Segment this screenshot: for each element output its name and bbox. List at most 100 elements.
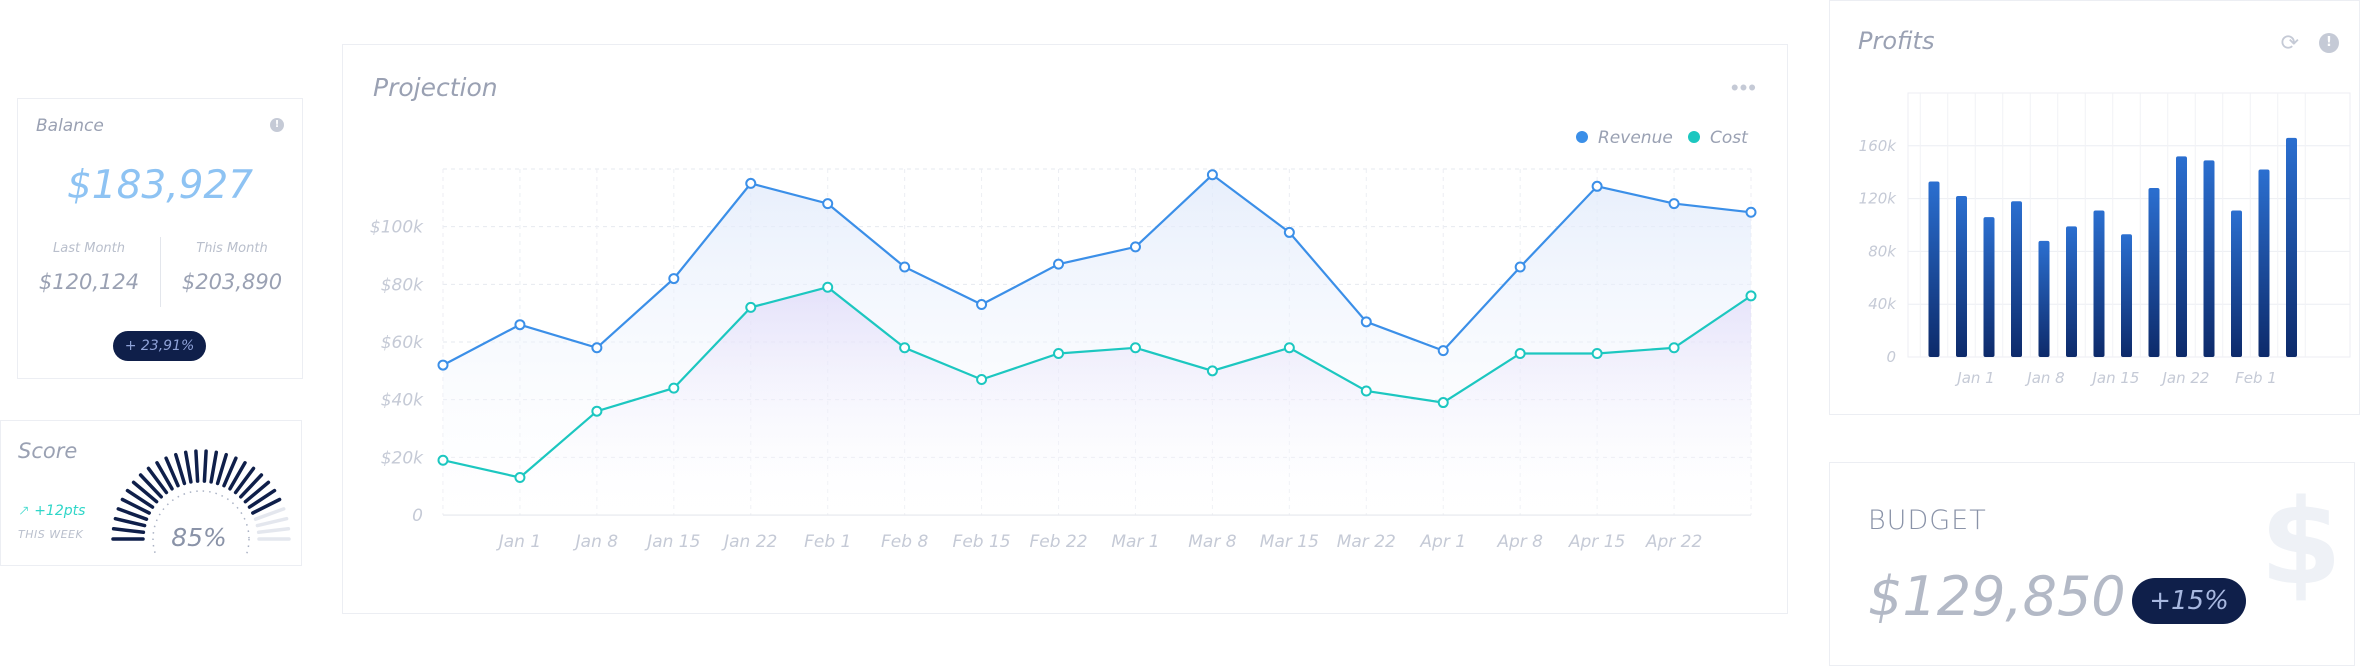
- legend-revenue-marker: [1576, 131, 1588, 143]
- y-tick-label: $60k: [381, 333, 424, 353]
- cost-point: [976, 373, 988, 385]
- gauge-tick: [155, 461, 174, 491]
- cost-point: [437, 454, 449, 466]
- balance-change-badge: + 23,91%: [113, 331, 206, 361]
- gauge-tick: [209, 450, 219, 484]
- refresh-icon[interactable]: ⟳: [2280, 31, 2299, 56]
- profit-bar: [2093, 210, 2105, 357]
- x-tick-label: Apr 1: [1419, 532, 1466, 552]
- score-period: THIS WEEK: [18, 528, 84, 541]
- profits-title: Profits: [1858, 27, 1935, 55]
- this-month-value: $203,890: [181, 270, 283, 294]
- cost-line: [442, 285, 1752, 479]
- gauge-tick: [164, 456, 180, 488]
- profit-bar: [2148, 188, 2160, 357]
- gauge-tick: [111, 527, 146, 535]
- budget-title: BUDGET: [1868, 505, 1987, 536]
- cost-point: [822, 281, 834, 293]
- score-card: Score ↗ +12pts THIS WEEK 85%: [0, 420, 302, 566]
- revenue-point: [1745, 206, 1757, 218]
- revenue-point: [976, 299, 988, 311]
- x-tick-label: Feb 1: [2235, 369, 2277, 387]
- cost-point: [1053, 348, 1065, 360]
- revenue-point: [1206, 169, 1218, 181]
- profit-bar: [2286, 137, 2297, 357]
- this-month-stat: This Month $203,890: [161, 241, 303, 294]
- x-tick-label: Feb 22: [1029, 532, 1087, 552]
- gauge-tick: [233, 466, 256, 495]
- x-tick-label: Mar 15: [1260, 532, 1319, 552]
- gauge-tick: [253, 507, 286, 521]
- gauge-tick: [222, 456, 238, 488]
- info-icon[interactable]: !: [270, 118, 284, 132]
- cost-point: [1283, 342, 1295, 354]
- projection-title: Projection: [373, 73, 498, 102]
- x-tick-label: Apr 22: [1645, 532, 1702, 552]
- gauge-tick: [138, 473, 163, 499]
- score-points: ↗ +12pts: [18, 503, 85, 519]
- gauge-tick: [146, 466, 169, 495]
- legend-revenue-label: Revenue: [1598, 128, 1673, 148]
- profit-bar: [2038, 240, 2050, 357]
- gauge-tick: [125, 488, 155, 509]
- gauge-tick: [131, 480, 159, 504]
- y-tick-label: $40k: [381, 391, 424, 411]
- score-gauge: 85%: [111, 449, 291, 557]
- gauge-tick: [255, 516, 289, 528]
- last-month-stat: Last Month $120,124: [18, 241, 160, 294]
- revenue-point: [899, 261, 911, 273]
- revenue-point: [1668, 198, 1680, 210]
- cost-point: [514, 472, 526, 484]
- x-tick-label: Feb 1: [804, 532, 851, 552]
- gauge-tick: [243, 480, 271, 504]
- cost-point: [1129, 342, 1141, 354]
- gauge-tick: [247, 488, 277, 509]
- revenue-point: [1360, 316, 1372, 328]
- profit-bar: [1983, 217, 1995, 357]
- cost-point: [1360, 385, 1372, 397]
- profit-bar: [2121, 234, 2132, 357]
- gauge-tick: [183, 450, 193, 484]
- gauge-inner-ring: [152, 490, 250, 557]
- revenue-point: [822, 198, 834, 210]
- x-tick-label: Jan 15: [2090, 369, 2140, 387]
- x-tick-label: Feb 15: [953, 532, 1011, 552]
- score-title: Score: [18, 439, 78, 463]
- gauge-tick: [251, 497, 282, 515]
- revenue-point: [1053, 258, 1065, 270]
- stat-divider: [160, 237, 161, 307]
- score-value: 85%: [171, 523, 227, 552]
- cost-point: [1514, 348, 1526, 360]
- x-tick-label: Mar 8: [1188, 532, 1236, 552]
- gauge-tick: [256, 527, 291, 535]
- y-tick-label: $80k: [381, 275, 424, 295]
- profits-card: Profits ⟳ ! 0 40k 80k 120k 160k Jan 1 Jan 8 Ja…: [1829, 0, 2360, 415]
- y-tick-label: $100k: [370, 218, 424, 238]
- balance-amount: $183,927: [66, 163, 254, 208]
- revenue-point: [591, 342, 603, 354]
- revenue-point: [745, 177, 757, 189]
- balance-card: Balance ! $183,927 Last Month $120,124 T…: [17, 98, 303, 379]
- last-month-value: $120,124: [38, 270, 140, 294]
- info-icon[interactable]: !: [2319, 33, 2339, 53]
- dollar-icon: $: [2259, 473, 2342, 611]
- x-tick-label: Jan 15: [644, 532, 700, 552]
- x-tick-label: Apr 8: [1496, 532, 1543, 552]
- profit-bar: [2258, 169, 2270, 357]
- x-tick-label: Jan 1: [1954, 369, 1994, 387]
- profit-bar: [2011, 201, 2022, 357]
- x-tick-label: Jan 8: [573, 532, 619, 552]
- gauge-tick: [116, 507, 149, 521]
- x-tick-label: Feb 8: [881, 532, 928, 552]
- balance-title: Balance: [36, 116, 104, 136]
- budget-card: $ BUDGET $129,850 +15%: [1829, 462, 2355, 666]
- revenue-point: [668, 273, 680, 285]
- cost-point: [745, 301, 757, 313]
- score-points-label: +12pts: [34, 503, 86, 519]
- gauge-tick: [174, 452, 187, 486]
- cost-point: [1745, 290, 1757, 302]
- trend-up-icon: ↗: [18, 503, 30, 519]
- cost-point: [1437, 397, 1449, 409]
- cost-point: [1668, 342, 1680, 354]
- more-icon[interactable]: •••: [1730, 76, 1757, 101]
